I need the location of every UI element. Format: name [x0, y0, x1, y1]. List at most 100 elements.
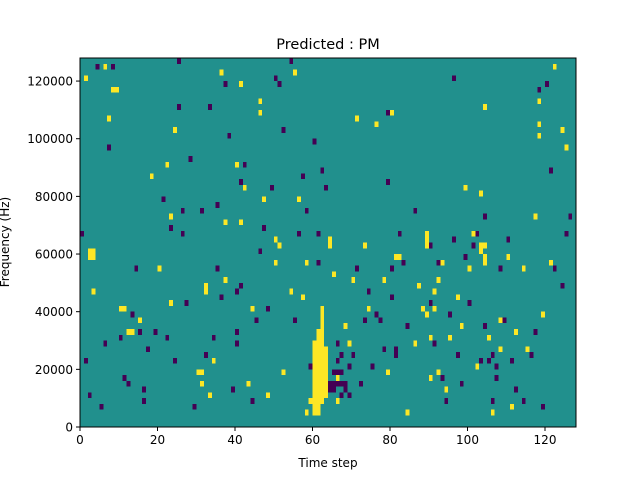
- heatmap-cell-high: [351, 277, 356, 283]
- heatmap-cell-high: [169, 213, 174, 220]
- x-tick-label: 0: [76, 433, 84, 447]
- heatmap-cell-high: [320, 398, 325, 404]
- heatmap-cell-low: [184, 300, 189, 306]
- heatmap-cell-high: [490, 409, 495, 416]
- heatmap-cell-low: [238, 179, 243, 185]
- heatmap-cell-low: [277, 81, 282, 87]
- heatmap-cell-high: [324, 380, 329, 387]
- heatmap-cell-high: [250, 305, 255, 312]
- heatmap-cell-high: [200, 369, 205, 376]
- heatmap-cell-low: [339, 392, 344, 399]
- heatmap-cell-high: [173, 127, 177, 133]
- heatmap-cell-low: [413, 207, 418, 214]
- heatmap-cell-low: [432, 340, 437, 347]
- heatmap-cell-low: [173, 357, 177, 364]
- heatmap-cell-high: [196, 369, 201, 376]
- heatmap-cell-high: [238, 219, 243, 226]
- heatmap-cell-high: [262, 196, 267, 203]
- heatmap-cell-low: [486, 357, 491, 364]
- heatmap-cell-high: [320, 363, 325, 370]
- heatmap-cell-high: [483, 104, 487, 110]
- heatmap-cell-low: [223, 81, 228, 87]
- heatmap-cell-low: [459, 380, 464, 387]
- heatmap-cell-low: [436, 259, 441, 266]
- heatmap-cell-high: [235, 161, 239, 168]
- heatmap-cell-high: [223, 277, 228, 283]
- heatmap-cell-high: [467, 265, 472, 272]
- heatmap-cell-low: [448, 311, 453, 318]
- heatmap-cell-low: [335, 369, 340, 376]
- heatmap-cell-low: [134, 265, 139, 272]
- heatmap-cell-high: [483, 254, 487, 260]
- heatmap-cell-low: [347, 363, 352, 370]
- heatmap-cell-high: [471, 230, 476, 237]
- heatmap-cell-high: [138, 317, 143, 324]
- heatmap-cell-high: [320, 392, 325, 399]
- heatmap-cell-low: [153, 328, 158, 335]
- heatmap-cell-high: [525, 346, 530, 353]
- heatmap-cell-low: [250, 398, 255, 404]
- heatmap-cell-high: [130, 328, 135, 335]
- heatmap-cell-low: [347, 392, 352, 399]
- heatmap-cell-high: [479, 248, 484, 255]
- heatmap-cell-high: [316, 380, 321, 387]
- heatmap-cell-low: [200, 207, 205, 214]
- heatmap-cell-high: [258, 109, 263, 116]
- heatmap-cell-low: [300, 173, 305, 180]
- heatmap-cell-low: [258, 248, 263, 255]
- heatmap-cell-high: [219, 69, 224, 76]
- heatmap-cell-high: [362, 242, 367, 249]
- heatmap-cell-low: [390, 294, 394, 301]
- heatmap-cell-low: [107, 144, 112, 151]
- heatmap-cell-high: [316, 398, 321, 404]
- heatmap-cell-high: [436, 369, 441, 376]
- heatmap-cell-high: [424, 236, 429, 243]
- heatmap-cell-high: [312, 340, 317, 347]
- heatmap-cell-low: [235, 340, 239, 347]
- heatmap-cell-low: [463, 254, 468, 260]
- heatmap-cell-high: [273, 259, 278, 266]
- heatmap-cell-high: [335, 398, 340, 404]
- heatmap-cell-high: [289, 288, 294, 295]
- heatmap-cell-high: [483, 259, 487, 266]
- heatmap-cell-high: [320, 340, 325, 347]
- y-tick-label: 0: [65, 421, 73, 435]
- heatmap-cell-high: [281, 369, 286, 376]
- heatmap-cell-high: [316, 328, 321, 335]
- heatmap-cell-high: [277, 242, 282, 249]
- heatmap-cell-high: [541, 311, 546, 318]
- plot-frame: [79, 57, 577, 428]
- heatmap-cell-high: [498, 317, 503, 324]
- heatmap-cell-low: [401, 259, 406, 266]
- heatmap-cell-high: [324, 346, 329, 353]
- heatmap-cell-low: [374, 311, 379, 318]
- heatmap-cell-high: [324, 369, 329, 376]
- heatmap-cell-low: [235, 328, 239, 335]
- heatmap-cell-low: [452, 75, 456, 82]
- heatmap-cell-high: [297, 196, 301, 203]
- heatmap-cell-low: [359, 380, 363, 387]
- heatmap-cell-high: [444, 386, 449, 393]
- heatmap-cell-high: [475, 363, 480, 370]
- heatmap-cell-low: [351, 352, 356, 358]
- heatmap-cell-high: [316, 403, 321, 410]
- heatmap-cell-high: [312, 398, 317, 404]
- heatmap-cell-low: [316, 259, 321, 266]
- heatmap-cell-low: [393, 346, 398, 353]
- heatmap-cell-low: [533, 328, 538, 335]
- heatmap-cell-low: [111, 63, 115, 70]
- heatmap-cell-low: [355, 265, 360, 272]
- heatmap-cell-high: [312, 403, 317, 410]
- y-tick-label: 40000: [35, 305, 73, 319]
- heatmap-cell-high: [324, 357, 329, 364]
- heatmap-cell-low: [386, 179, 391, 185]
- heatmap-cell-high: [103, 63, 108, 70]
- heatmap-cell-low: [138, 328, 143, 335]
- heatmap-cell-low: [479, 357, 484, 364]
- heatmap-cell-high: [316, 334, 321, 341]
- heatmap-cell-high: [424, 242, 429, 249]
- heatmap-cell-low: [293, 317, 298, 324]
- heatmap-cell-high: [200, 380, 205, 387]
- y-tick-label: 120000: [27, 75, 73, 89]
